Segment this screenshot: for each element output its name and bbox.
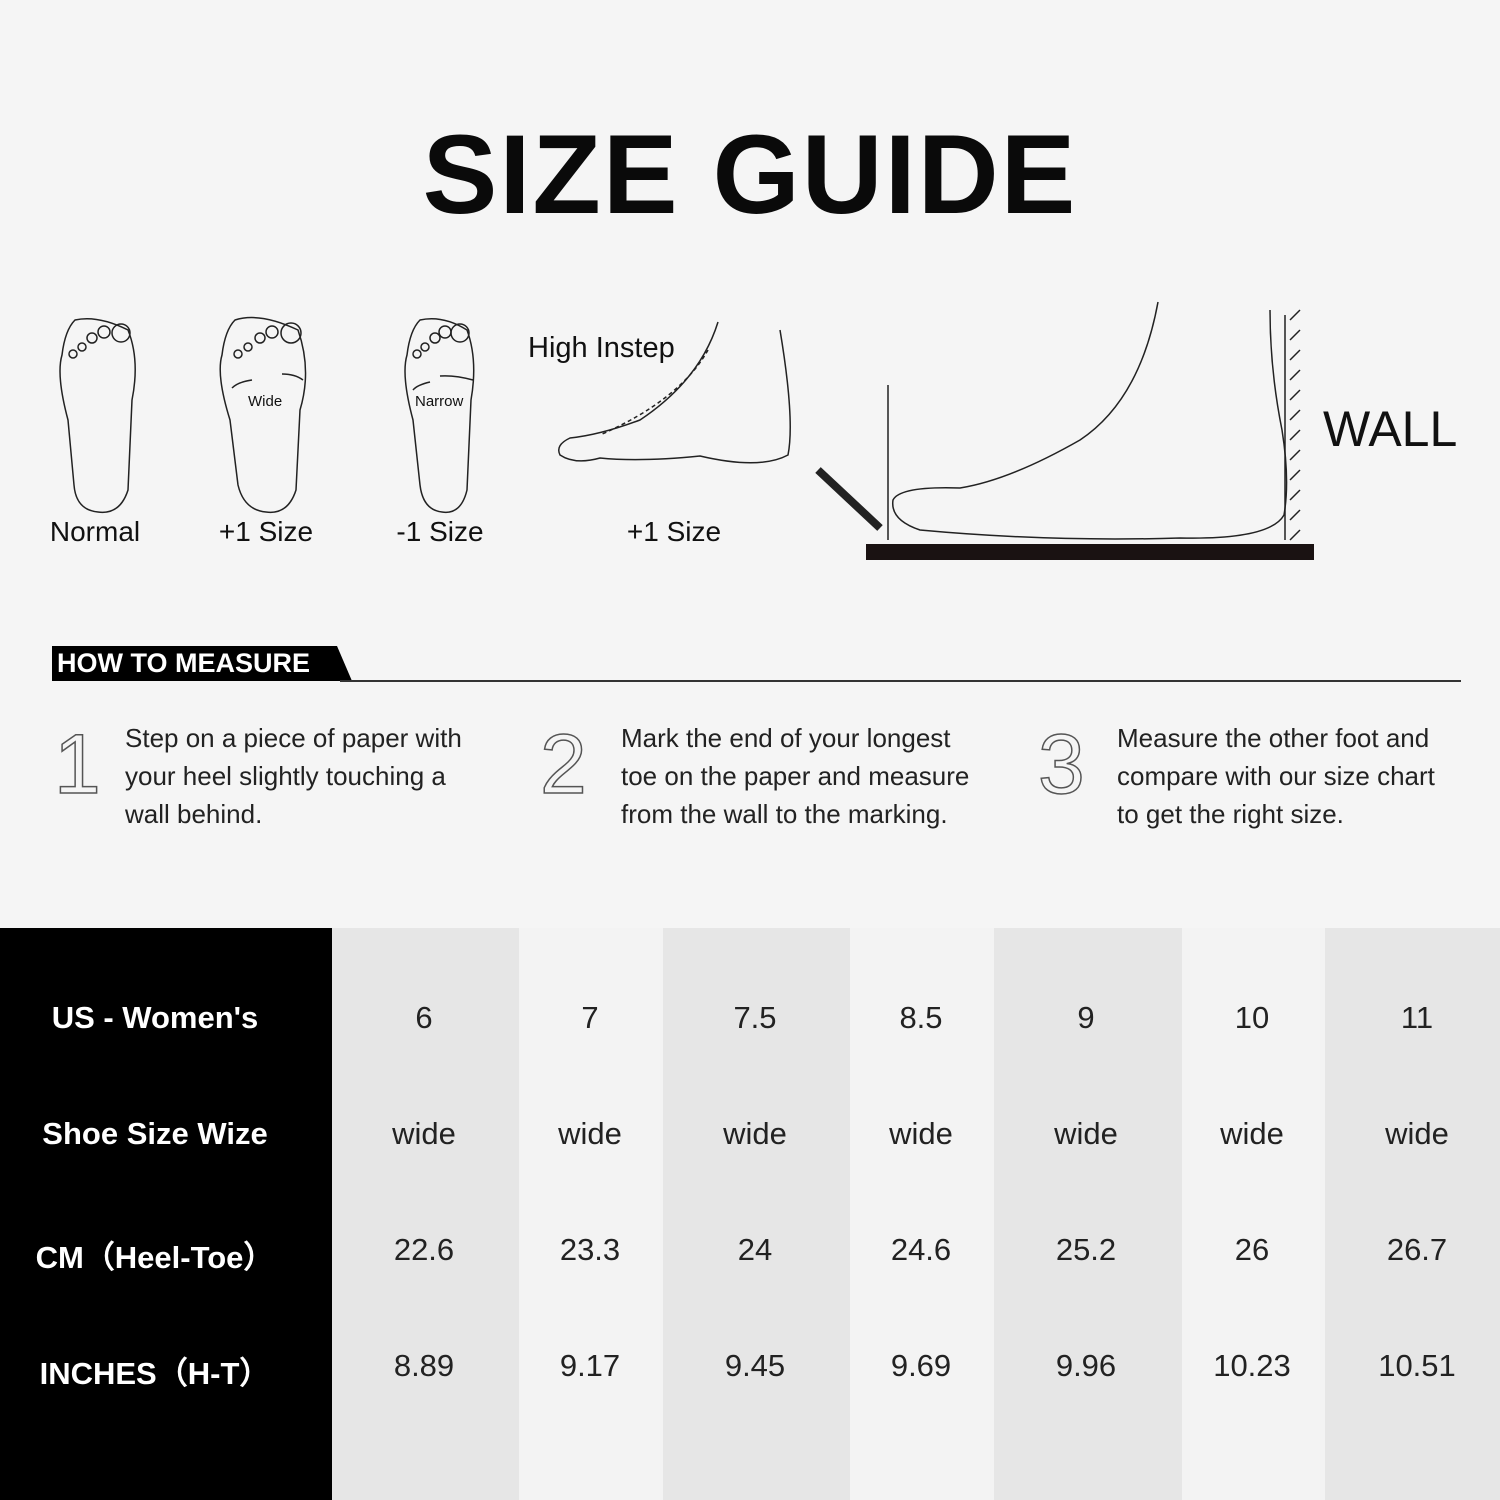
step-number: 3 <box>1037 716 1085 812</box>
width-cell: wide <box>723 1116 787 1151</box>
us-size-cell: 9 <box>1077 1000 1095 1035</box>
wide-foot-icon <box>219 316 307 514</box>
us-size-cell: 10 <box>1234 1000 1270 1035</box>
section-divider <box>340 680 1461 682</box>
pencil-icon <box>815 467 883 531</box>
narrow-note: Narrow <box>415 393 464 410</box>
cm-cell: 24.6 <box>890 1232 952 1267</box>
foot-label-narrow: -1 Size <box>396 516 484 547</box>
row-header-column <box>0 928 332 1500</box>
width-cell: wide <box>1054 1116 1118 1151</box>
width-cell: wide <box>558 1116 622 1151</box>
column-band <box>1182 928 1325 1500</box>
row-header-width: Shoe Size Wize <box>42 1116 268 1151</box>
instep-note: High Instep <box>528 332 675 364</box>
page-title: SIZE GUIDE <box>422 112 1078 237</box>
inches-cell: 9.96 <box>1055 1348 1117 1383</box>
step-text: Mark the end of your longest toe on the … <box>621 723 970 829</box>
step-number: 2 <box>539 716 587 812</box>
width-cell: wide <box>889 1116 953 1151</box>
us-size-cell: 7 <box>581 1000 599 1035</box>
step-number: 1 <box>53 716 101 812</box>
cm-cell: 24 <box>737 1232 773 1267</box>
size-table: US - Women's Shoe Size Wize CM（Heel-Toe）… <box>0 928 1500 1500</box>
column-band <box>1325 928 1500 1500</box>
width-cell: wide <box>1220 1116 1284 1151</box>
step-text: Step on a piece of paper with your heel … <box>125 723 462 829</box>
width-cell: wide <box>392 1116 456 1151</box>
cm-cell: 26.7 <box>1386 1232 1448 1267</box>
us-size-cell: 8.5 <box>899 1000 943 1035</box>
narrow-foot-icon <box>404 318 475 514</box>
width-cell: wide <box>1385 1116 1449 1151</box>
cm-cell: 25.2 <box>1055 1232 1117 1267</box>
cm-cell: 22.6 <box>393 1232 455 1267</box>
inches-cell: 9.17 <box>559 1348 621 1383</box>
us-size-cell: 11 <box>1400 1000 1434 1035</box>
foot-label-wide: +1 Size <box>218 516 314 547</box>
step-text: Measure the other foot and compare with … <box>1117 723 1435 829</box>
high-instep-foot-icon <box>558 321 791 464</box>
us-size-cell: 7.5 <box>733 1000 777 1035</box>
measuring-foot-icon <box>887 301 1301 541</box>
inches-cell: 10.51 <box>1378 1348 1456 1383</box>
column-band <box>332 928 519 1500</box>
cm-cell: 26 <box>1234 1232 1270 1267</box>
inches-cell: 8.89 <box>393 1348 455 1383</box>
inches-cell: 9.45 <box>724 1348 786 1383</box>
foot-illustrations <box>59 301 1314 560</box>
inches-cell: 10.23 <box>1213 1348 1291 1383</box>
section-header-bar <box>52 646 352 681</box>
us-size-cell: 6 <box>415 1000 433 1035</box>
wide-note: Wide <box>248 393 283 410</box>
row-header-cm: CM（Heel-Toe） <box>35 1240 275 1275</box>
column-band <box>663 928 850 1500</box>
column-band <box>850 928 994 1500</box>
foot-label-instep: +1 Size <box>626 516 722 547</box>
column-band <box>994 928 1182 1500</box>
section-heading: HOW TO MEASURE <box>57 648 311 678</box>
normal-foot-icon <box>59 318 136 514</box>
inches-cell: 9.69 <box>890 1348 952 1383</box>
row-header-inches: INCHES（H-T） <box>39 1356 271 1391</box>
wall-label: WALL <box>1323 401 1458 457</box>
paper-floor-icon <box>866 544 1314 560</box>
row-header-us-size: US - Women's <box>51 1000 259 1035</box>
cm-cell: 23.3 <box>559 1232 621 1267</box>
foot-label-normal: Normal <box>49 516 141 547</box>
column-band <box>519 928 663 1500</box>
